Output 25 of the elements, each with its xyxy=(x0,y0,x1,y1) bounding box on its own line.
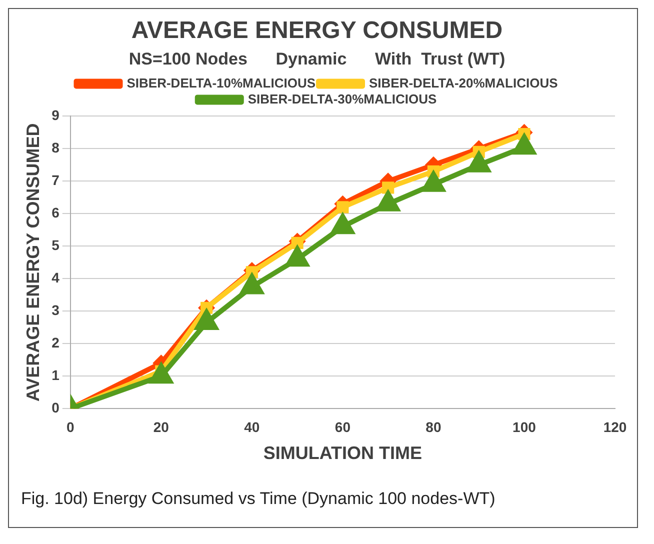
y-tick-label: 4 xyxy=(52,270,60,286)
y-tick-label: 6 xyxy=(52,204,60,221)
x-axis-title: SIMULATION TIME xyxy=(263,443,422,464)
y-tick-label: 8 xyxy=(52,140,60,156)
y-tick-label: 0 xyxy=(52,399,60,416)
x-tick-label: 120 xyxy=(603,418,627,435)
caption: Fig. 10d) Energy Consumed vs Time (Dynamic 100 nodes-WT) xyxy=(20,489,496,509)
x-tick-label: 80 xyxy=(426,418,442,435)
y-axis-title: AVERAGE ENERGY CONSUMED xyxy=(22,123,43,402)
x-tick-label: 0 xyxy=(66,418,74,435)
legend-label: SIBER-DELTA-30%MALICIOUS xyxy=(248,91,437,106)
y-tick-label: 2 xyxy=(52,334,60,350)
x-tick-label: 40 xyxy=(244,418,260,435)
y-tick-label: 1 xyxy=(52,366,60,383)
x-tick-label: 100 xyxy=(512,418,536,435)
x-tick-label: 60 xyxy=(334,418,351,435)
y-tick-label: 9 xyxy=(52,107,60,124)
legend-label: SIBER-DELTA-10%MALICIOUS xyxy=(126,75,316,90)
y-tick-label: 3 xyxy=(52,302,60,318)
y-tick-label: 5 xyxy=(52,237,60,254)
chart-title: AVERAGE ENERGY CONSUMED xyxy=(131,17,503,44)
legend-label: SIBER-DELTA-20%MALICIOUS xyxy=(369,75,558,90)
y-tick-label: 7 xyxy=(52,172,60,188)
chart-subtitle: NS=100 Nodes Dynamic With Trust (WT) xyxy=(128,50,506,69)
x-tick-label: 20 xyxy=(153,418,170,435)
